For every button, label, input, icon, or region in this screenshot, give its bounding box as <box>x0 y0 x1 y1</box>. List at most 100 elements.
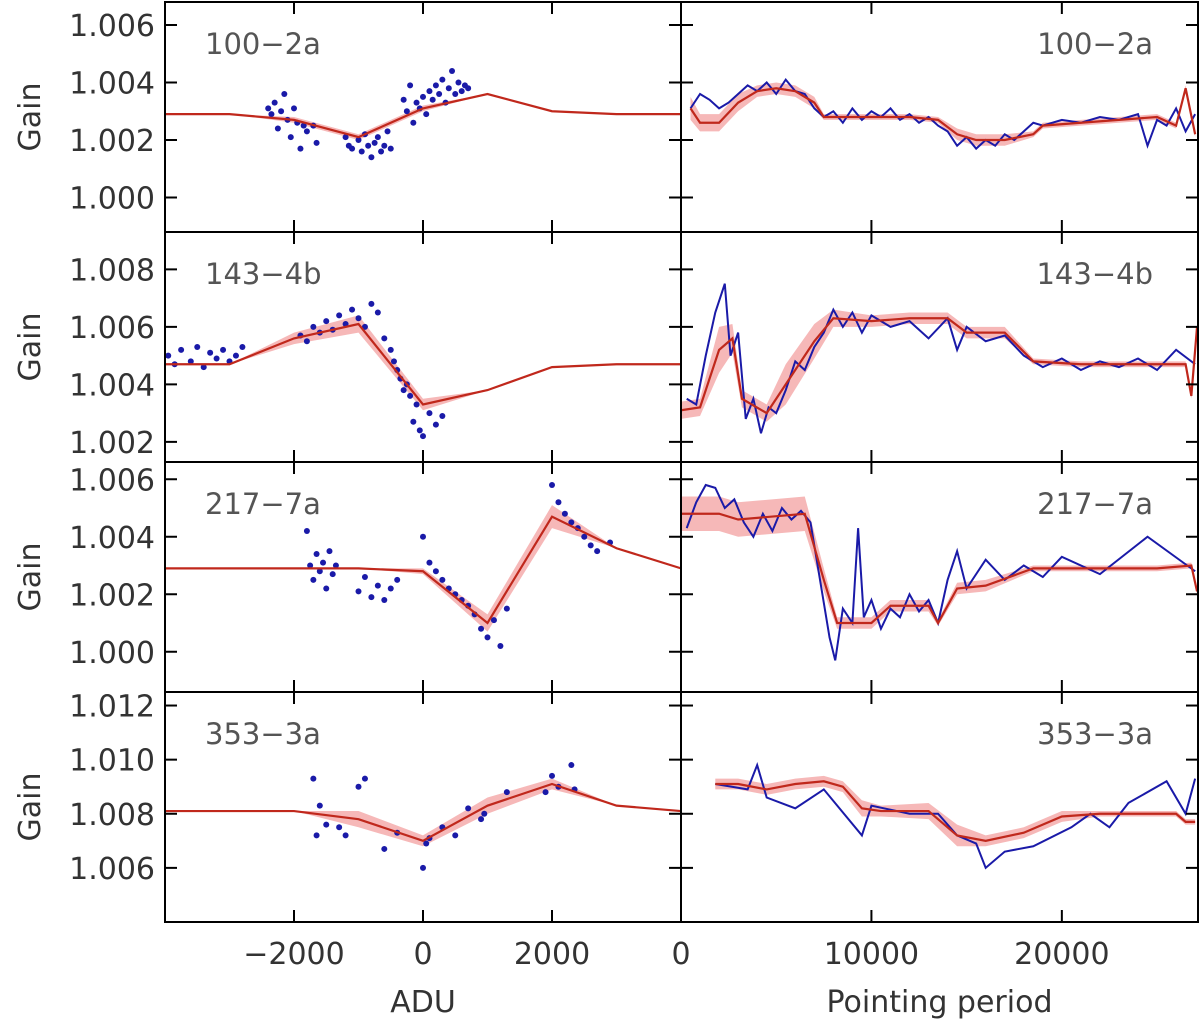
data-point <box>445 85 452 92</box>
data-point <box>478 625 485 632</box>
data-point <box>287 134 294 141</box>
x-tick-label: 2000 <box>514 937 590 972</box>
data-point <box>432 82 439 89</box>
y-tick-label: 1.002 <box>69 426 155 461</box>
x-tick-label: 20000 <box>1014 937 1109 972</box>
data-point <box>281 91 288 97</box>
y-tick-label: 1.006 <box>69 9 155 44</box>
data-point <box>342 832 349 839</box>
data-point <box>313 551 320 557</box>
y-tick-label: 1.004 <box>69 368 155 403</box>
data-point <box>387 346 394 353</box>
error-band <box>165 94 681 140</box>
data-point <box>200 364 207 371</box>
data-point <box>400 96 407 103</box>
data-point <box>581 533 588 540</box>
data-point <box>490 617 497 624</box>
data-point <box>374 582 381 589</box>
panel: 100−2a <box>680 1 1199 233</box>
data-point <box>587 542 594 549</box>
data-point <box>326 548 333 555</box>
y-tick-label: 1.000 <box>69 636 155 671</box>
error-band <box>681 309 1198 422</box>
data-point <box>358 148 365 155</box>
y-tick-label: 1.008 <box>69 798 155 833</box>
data-point <box>300 122 307 129</box>
data-point <box>213 355 220 362</box>
panel: 143−4b <box>680 231 1199 463</box>
data-point <box>555 499 562 506</box>
data-point <box>323 318 330 325</box>
data-point <box>423 840 430 847</box>
x-tick-label: 0 <box>413 937 432 972</box>
data-point <box>387 585 394 592</box>
data-point <box>194 344 201 350</box>
data-point <box>413 99 420 106</box>
data-point <box>178 346 185 353</box>
model-line <box>689 87 1197 142</box>
y-tick-label: 1.006 <box>69 463 155 498</box>
data-point <box>561 510 568 517</box>
y-tick-label: 1.004 <box>69 521 155 556</box>
data-point <box>568 762 575 769</box>
data-point <box>503 789 510 796</box>
plot-area <box>165 300 681 440</box>
data-point <box>265 105 272 112</box>
data-point <box>426 559 433 566</box>
panel-frame <box>680 691 1199 923</box>
panel: 353−3a <box>680 691 1199 923</box>
data-point <box>449 68 456 74</box>
data-point <box>503 605 510 612</box>
data-point <box>349 145 356 152</box>
error-band <box>165 505 681 632</box>
model-line <box>681 512 1198 626</box>
data-point <box>303 128 310 135</box>
y-axis-label: Gain <box>13 83 48 152</box>
data-point <box>387 145 394 152</box>
data-point <box>497 643 504 649</box>
data-point <box>481 810 488 817</box>
data-point <box>220 346 227 353</box>
data-point <box>278 108 285 115</box>
data-point <box>355 588 362 595</box>
x-axis-label: Pointing period <box>827 985 1053 1020</box>
x-axis-label: ADU <box>390 985 456 1020</box>
data-point <box>313 832 320 839</box>
data-point <box>420 533 426 540</box>
data-point <box>416 427 423 434</box>
data-point <box>452 832 459 839</box>
data-line <box>689 77 1197 151</box>
data-line <box>715 761 1197 870</box>
data-point <box>316 802 323 809</box>
data-point <box>426 410 433 417</box>
data-point <box>268 111 275 118</box>
data-point <box>336 824 343 831</box>
panel: 217−7a <box>680 461 1199 693</box>
data-point <box>349 306 356 313</box>
data-point <box>310 576 317 583</box>
data-point <box>429 96 436 103</box>
plot-area <box>165 482 681 649</box>
data-point <box>568 519 575 526</box>
data-point <box>368 154 375 161</box>
data-point <box>407 392 414 399</box>
model-line <box>165 515 681 625</box>
data-point <box>316 568 323 575</box>
data-point <box>297 145 304 152</box>
y-tick-label: 1.002 <box>69 578 155 613</box>
data-point <box>207 349 214 356</box>
data-point <box>187 358 194 365</box>
data-point <box>303 338 310 345</box>
panel-label: 353−3a <box>1037 717 1153 751</box>
y-tick-label: 1.008 <box>69 253 155 288</box>
plot-area <box>165 68 681 161</box>
error-band <box>165 315 681 411</box>
data-point <box>455 79 462 86</box>
plot-area <box>689 77 1197 151</box>
data-point <box>420 433 426 440</box>
data-point <box>407 82 414 89</box>
data-point <box>410 119 417 126</box>
panel: 100−2a <box>164 1 682 233</box>
data-point <box>378 148 385 155</box>
